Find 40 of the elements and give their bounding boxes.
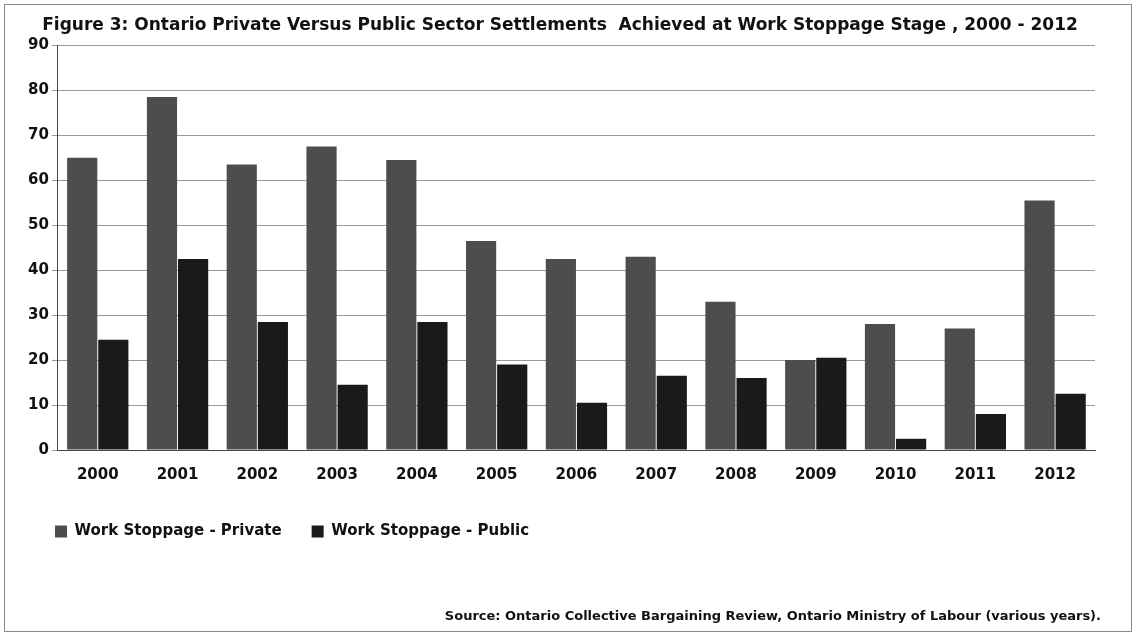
y-tick-label: 80 bbox=[28, 80, 49, 99]
bar bbox=[816, 357, 847, 450]
legend-label: Work Stoppage - Public bbox=[331, 521, 530, 540]
x-tick-label: 2012 bbox=[1034, 464, 1076, 483]
bar bbox=[417, 321, 448, 450]
bar bbox=[975, 414, 1006, 450]
legend-label: Work Stoppage - Private bbox=[74, 521, 282, 540]
x-tick-label: 2003 bbox=[316, 464, 358, 483]
x-tick-label: 2002 bbox=[236, 464, 279, 483]
x-tick-label: 2001 bbox=[156, 464, 199, 483]
y-tick-label: 10 bbox=[28, 394, 49, 413]
x-tick-label: 2006 bbox=[555, 464, 598, 483]
x-tick-label: 2000 bbox=[76, 464, 119, 483]
y-tick-label: 70 bbox=[28, 125, 49, 144]
y-tick-label: 30 bbox=[28, 305, 49, 324]
bar bbox=[337, 384, 368, 450]
bar bbox=[178, 258, 209, 450]
x-tick-label: 2011 bbox=[954, 464, 997, 483]
y-tick-label: 50 bbox=[28, 215, 49, 234]
x-tick-label: 2010 bbox=[874, 464, 917, 483]
bar bbox=[497, 364, 528, 450]
y-tick-label: 0 bbox=[38, 439, 49, 458]
bar bbox=[656, 375, 687, 450]
bar bbox=[1055, 393, 1086, 450]
chart-title: Figure 3: Ontario Private Versus Public Sector Settlements Achieved at Work Stoppage Stage , 2000 - 2012 bbox=[42, 13, 1078, 34]
x-tick-label: 2005 bbox=[475, 464, 518, 483]
y-tick-label: 40 bbox=[28, 260, 49, 279]
bar bbox=[257, 321, 288, 450]
source-note: Source: Ontario Collective Bargaining Review, Ontario Ministry of Labour (various years). bbox=[444, 608, 1101, 623]
bar bbox=[98, 339, 129, 450]
x-tick-label: 2008 bbox=[715, 464, 757, 483]
bar bbox=[576, 402, 608, 450]
y-tick-label: 20 bbox=[28, 349, 49, 368]
x-tick-label: 2004 bbox=[396, 464, 438, 483]
x-tick-label: 2009 bbox=[794, 464, 837, 483]
y-tick-label: 60 bbox=[28, 170, 49, 189]
y-tick-label: 90 bbox=[28, 35, 49, 54]
bar bbox=[736, 378, 767, 450]
bar bbox=[896, 438, 927, 450]
x-tick-label: 2007 bbox=[635, 464, 678, 483]
